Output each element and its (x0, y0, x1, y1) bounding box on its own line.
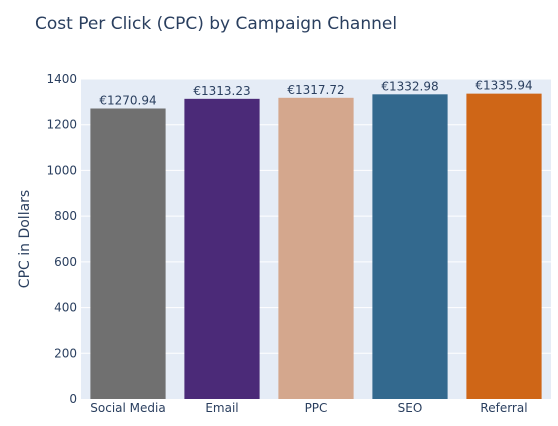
x-tick-label: Referral (480, 401, 527, 415)
bar-value-label: €1313.23 (193, 84, 250, 98)
bar-email (184, 98, 260, 400)
y-axis-ticks: 0 200 400 600 800 1000 1200 1400 (46, 72, 77, 406)
bar-seo (372, 94, 448, 400)
x-axis-ticks: Social Media Email PPC SEO Referral (90, 401, 527, 415)
x-tick-label: SEO (398, 401, 423, 415)
y-tick-label: 400 (54, 301, 77, 315)
y-axis-title: CPC in Dollars (17, 190, 33, 288)
bar-value-labels: €1270.94 €1313.23 €1317.72 €1332.98 €1335.94 (99, 79, 532, 108)
x-tick-label: PPC (305, 401, 328, 415)
chart-title: Cost Per Click (CPC) by Campaign Channel (35, 14, 397, 34)
y-tick-label: 1000 (46, 163, 77, 177)
bars (90, 93, 542, 400)
bar-value-label: €1270.94 (99, 93, 156, 107)
y-tick-label: 800 (54, 209, 77, 223)
bar-ppc (278, 97, 354, 399)
x-tick-label: Social Media (90, 401, 165, 415)
bar-value-label: €1332.98 (381, 79, 438, 93)
bar-value-label: €1335.94 (475, 79, 532, 93)
y-tick-label: 1400 (46, 72, 77, 86)
y-tick-label: 600 (54, 255, 77, 269)
x-tick-label: Email (205, 401, 238, 415)
bar-social-media (90, 108, 166, 400)
y-tick-label: 1200 (46, 118, 77, 132)
y-tick-label: 200 (54, 346, 77, 360)
bar-referral (466, 93, 542, 400)
y-tick-label: 0 (69, 392, 77, 406)
bar-value-label: €1317.72 (287, 83, 344, 97)
